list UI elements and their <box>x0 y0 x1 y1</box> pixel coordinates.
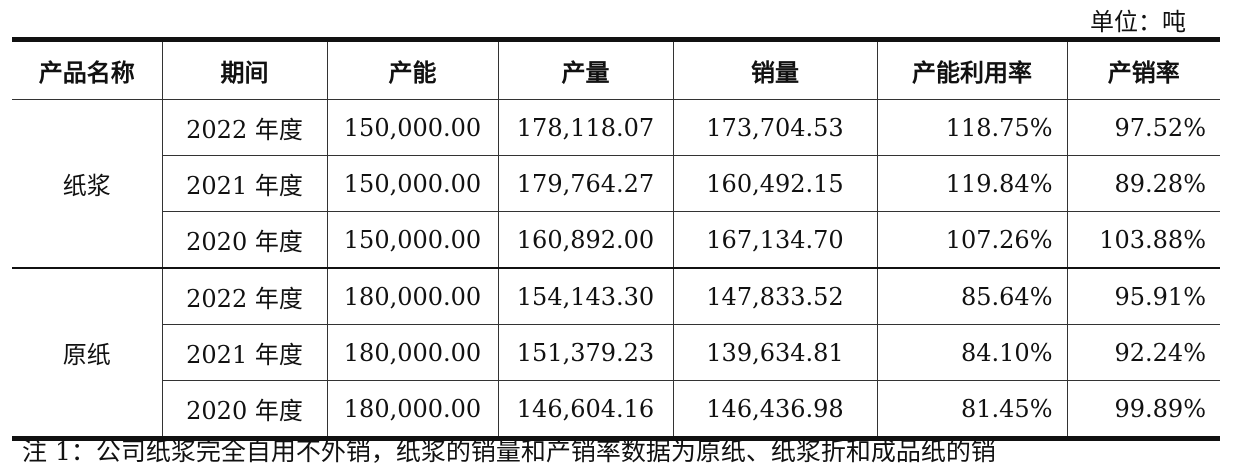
column-header: 销量 <box>672 39 878 100</box>
table-cell: 97.52% <box>1066 99 1220 156</box>
table-row: 原纸 2022 年度 180,000.00 154,143.30 147,833.52 8… <box>12 267 1220 439</box>
column-header: 产量 <box>497 39 674 100</box>
column-header: 产能利用率 <box>876 39 1068 100</box>
table-cell: 179,764.27 <box>497 155 674 212</box>
table-cell: 95.91% <box>1066 267 1220 325</box>
table-cell: 2020 年度 <box>162 380 328 439</box>
table-row: 纸浆 2022 年度 150,000.00 178,118.07 173,704.53 1… <box>12 99 1220 269</box>
table-cell: 103.88% <box>1066 211 1220 269</box>
table-cell: 150,000.00 <box>326 155 499 212</box>
table-cell: 147,833.52 <box>672 267 878 325</box>
table-cell: 107.26% <box>876 211 1068 269</box>
table-cell: 2022 年度 <box>161 99 328 156</box>
table-row: 2021 年度 150,000.00 179,764.27 160,492.15 119… <box>12 155 1220 212</box>
footnote: 注 1：公司纸浆完全自用不外销，纸浆的销量和产销率数据为原纸、纸浆折和成品纸的销 <box>22 437 996 466</box>
table-cell: 2021 年度 <box>162 155 328 212</box>
column-header: 产能 <box>326 39 499 100</box>
table-cell: 167,134.70 <box>672 211 878 269</box>
table-cell: 2020 年度 <box>162 211 328 269</box>
table-cell: 146,436.98 <box>672 380 878 439</box>
table-cell: 173,704.53 <box>672 99 878 156</box>
table-cell: 139,634.81 <box>672 324 878 381</box>
table-cell: 160,492.15 <box>672 155 878 212</box>
table-cell: 92.24% <box>1066 324 1220 381</box>
table-cell: 150,000.00 <box>326 211 499 269</box>
table-cell: 84.10% <box>876 324 1068 381</box>
table-row: 2020 年度 150,000.00 160,892.00 167,134.70 107… <box>12 211 1220 269</box>
table-cell: 180,000.00 <box>326 267 499 325</box>
table-cell: 2021 年度 <box>162 324 328 381</box>
table-cell: 89.28% <box>1066 155 1220 212</box>
column-header: 产销率 <box>1066 39 1220 100</box>
table-cell: 178,118.07 <box>497 99 674 156</box>
table-cell: 81.45% <box>876 380 1068 439</box>
unit-label: 单位：吨 <box>1090 8 1186 36</box>
table-cell: 150,000.00 <box>326 99 499 156</box>
table-cell: 180,000.00 <box>326 324 499 381</box>
column-header: 产品名称 <box>12 39 163 100</box>
table-cell: 154,143.30 <box>497 267 674 325</box>
table-row: 2021 年度 180,000.00 151,379.23 139,634.81 84.… <box>12 324 1220 381</box>
table-cell: 160,892.00 <box>497 211 674 269</box>
product-name: 纸浆 <box>12 99 163 269</box>
table-cell: 146,604.16 <box>497 380 674 439</box>
table-cell: 85.64% <box>876 267 1068 325</box>
product-name: 原纸 <box>12 267 163 439</box>
column-header: 期间 <box>161 39 328 100</box>
table-cell: 99.89% <box>1066 380 1220 439</box>
table-row: 2020 年度 180,000.00 146,604.16 146,436.98 81.… <box>12 380 1220 439</box>
table-cell: 119.84% <box>876 155 1068 212</box>
table-cell: 2022 年度 <box>161 267 328 325</box>
table-cell: 118.75% <box>876 99 1068 156</box>
table-cell: 180,000.00 <box>326 380 499 439</box>
header-row: 产品名称 期间 产能 产量 销量 产能利用率 产销率 <box>12 39 1220 100</box>
capacity-table: 产品名称 期间 产能 产量 销量 产能利用率 产销率 纸浆 2022 年度 150,000.00… <box>12 37 1220 441</box>
table-cell: 151,379.23 <box>497 324 674 381</box>
